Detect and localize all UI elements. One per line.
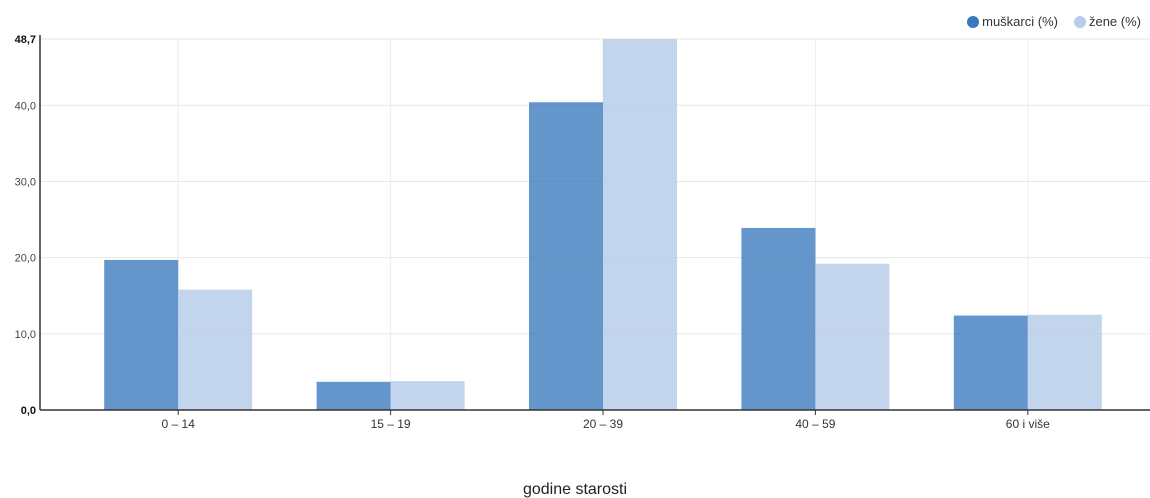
y-tick-label: 10,0 bbox=[15, 329, 36, 341]
x-tick-label: 15 – 19 bbox=[371, 417, 411, 431]
legend: muškarci (%) žene (%) bbox=[967, 14, 1141, 29]
legend-swatch-women bbox=[1073, 15, 1086, 28]
bar-women-0[interactable] bbox=[178, 289, 253, 410]
x-axis-title: godine starosti bbox=[523, 481, 627, 498]
bar-women-1[interactable] bbox=[390, 381, 465, 410]
y-tick-label: 40,0 bbox=[15, 100, 36, 112]
x-tick-label: 40 – 59 bbox=[795, 417, 835, 431]
bars bbox=[104, 39, 1102, 410]
bar-women-4[interactable] bbox=[1027, 314, 1102, 410]
legend-item-women[interactable]: žene (%) bbox=[1073, 14, 1141, 29]
bar-men-4[interactable] bbox=[953, 315, 1028, 410]
bar-men-1[interactable] bbox=[316, 381, 391, 410]
legend-label-women: žene (%) bbox=[1088, 14, 1141, 29]
legend-swatch-men bbox=[967, 15, 980, 28]
bar-men-2[interactable] bbox=[529, 102, 603, 410]
x-tick-label: 0 – 14 bbox=[162, 417, 196, 431]
y-tick-label: 48,7 bbox=[15, 34, 36, 46]
bar-men-0[interactable] bbox=[104, 259, 179, 410]
bar-women-2[interactable] bbox=[603, 39, 677, 410]
legend-label-men: muškarci (%) bbox=[982, 14, 1058, 29]
y-axis-ticks: 0,0 10,0 20,0 30,0 40,0 48,7 bbox=[15, 34, 36, 417]
x-axis-ticks: 0 – 14 15 – 19 20 – 39 40 – 59 60 i više bbox=[162, 410, 1050, 431]
y-tick-label: 30,0 bbox=[15, 176, 36, 188]
bar-men-3[interactable] bbox=[741, 227, 816, 410]
x-tick-label: 20 – 39 bbox=[583, 417, 623, 431]
y-tick-label: 20,0 bbox=[15, 253, 36, 265]
bar-women-3[interactable] bbox=[815, 263, 890, 410]
axes bbox=[39, 35, 1150, 411]
y-tick-label: 0,0 bbox=[21, 405, 36, 417]
x-tick-label: 60 i više bbox=[1006, 417, 1050, 431]
legend-item-men[interactable]: muškarci (%) bbox=[967, 14, 1058, 29]
